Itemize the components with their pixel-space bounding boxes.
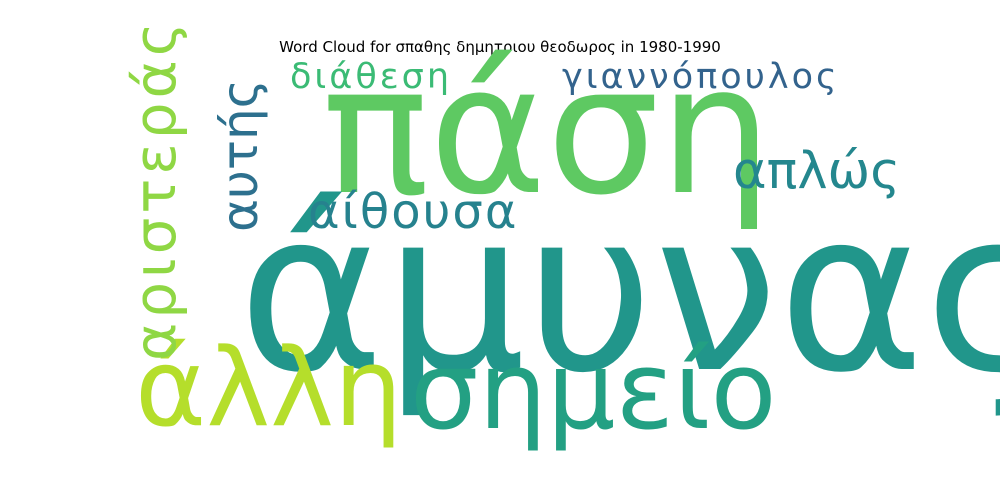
word-aplos: απλώς: [733, 142, 901, 201]
word-aristeras: αριστεράς: [121, 18, 189, 361]
word-aithousa: αίθουσα: [308, 184, 519, 240]
word-giannopoulos: γιαννόπουλος: [562, 57, 840, 97]
word-alli: άλλη: [135, 326, 403, 451]
word-diathesi: διάθεση: [290, 57, 453, 97]
word-amynas: άμυνας: [238, 164, 1000, 422]
word-aftis: αυτής: [211, 78, 269, 232]
word-pasi: πάση: [322, 27, 773, 234]
word-simeio: σημείο: [410, 329, 777, 454]
chart-title: Word Cloud for σπαθης δημητριου θεοδωρος…: [279, 38, 721, 56]
